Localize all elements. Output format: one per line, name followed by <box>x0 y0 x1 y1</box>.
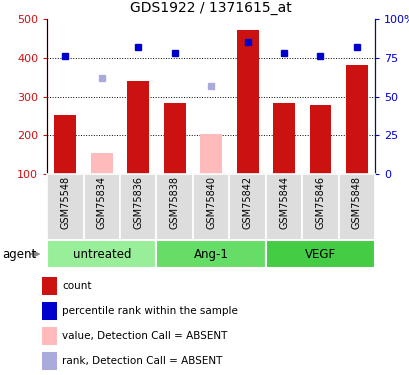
Bar <box>200 134 222 174</box>
Bar <box>120 174 156 240</box>
Text: VEGF: VEGF <box>304 248 335 261</box>
Text: rank, Detection Call = ABSENT: rank, Detection Call = ABSENT <box>62 356 222 366</box>
Bar <box>229 174 265 240</box>
Bar <box>301 174 338 240</box>
Text: percentile rank within the sample: percentile rank within the sample <box>62 306 238 316</box>
Bar <box>156 240 265 268</box>
Text: GSM75848: GSM75848 <box>351 176 361 230</box>
Bar <box>127 81 149 174</box>
Text: GSM75834: GSM75834 <box>97 176 107 230</box>
Text: untreated: untreated <box>72 248 131 261</box>
Bar <box>345 64 367 174</box>
Bar <box>54 115 76 174</box>
Text: GSM75840: GSM75840 <box>206 176 216 230</box>
Bar <box>42 302 57 320</box>
Bar <box>309 105 330 174</box>
Text: agent: agent <box>2 248 36 261</box>
Title: GDS1922 / 1371615_at: GDS1922 / 1371615_at <box>130 1 291 15</box>
Bar <box>156 174 193 240</box>
Bar <box>42 277 57 295</box>
Text: GSM75842: GSM75842 <box>242 176 252 230</box>
Text: count: count <box>62 281 92 291</box>
Bar <box>83 174 120 240</box>
Text: GSM75844: GSM75844 <box>279 176 288 230</box>
Bar <box>236 30 258 174</box>
Bar <box>163 103 185 174</box>
Bar <box>47 174 83 240</box>
Bar <box>265 174 301 240</box>
Bar <box>193 174 229 240</box>
Bar <box>47 240 156 268</box>
Text: GSM75838: GSM75838 <box>169 176 179 230</box>
Bar <box>338 174 374 240</box>
Bar <box>91 153 112 174</box>
Text: Ang-1: Ang-1 <box>193 248 228 261</box>
Bar <box>272 103 294 174</box>
Bar <box>42 352 57 370</box>
Text: value, Detection Call = ABSENT: value, Detection Call = ABSENT <box>62 331 227 341</box>
Bar <box>265 240 374 268</box>
Text: GSM75846: GSM75846 <box>315 176 325 230</box>
Text: GSM75548: GSM75548 <box>60 176 70 230</box>
Text: GSM75836: GSM75836 <box>133 176 143 230</box>
Bar <box>42 327 57 345</box>
